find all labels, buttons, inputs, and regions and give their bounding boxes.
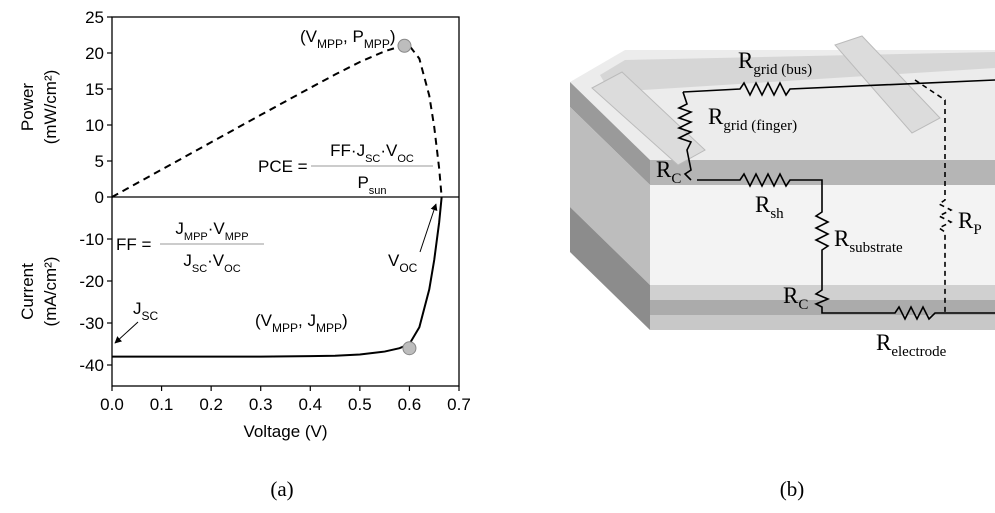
x-tick-label: 0.0: [100, 395, 124, 414]
text-part: ): [390, 27, 396, 46]
text-part: FF·J: [330, 141, 365, 160]
subscript: MPP: [364, 37, 390, 51]
x-tick-label: 0.5: [348, 395, 372, 414]
x-tick-label: 0.4: [298, 395, 322, 414]
text-part: R: [738, 48, 754, 73]
resistor-label: Relectrode: [876, 330, 947, 360]
mpp-point: [398, 39, 411, 52]
equation-denominator: JSC·VOC: [183, 251, 240, 275]
subscript: MPP: [184, 231, 208, 243]
text-part: R: [783, 283, 799, 308]
annotation: (VMPP, JMPP): [255, 311, 348, 335]
subscript: P: [973, 222, 981, 238]
text-part: R: [834, 226, 850, 251]
text-part: , P: [343, 27, 364, 46]
text-part: R: [876, 330, 892, 355]
subscript: substrate: [849, 240, 903, 256]
equation-numerator: FF·JSC·VOC: [330, 141, 414, 165]
subscript: SC: [142, 309, 159, 323]
figure: 0510152025Power(mW/cm²)(VMPP, PMPP)PCE =…: [0, 0, 995, 513]
y-tick-label: -20: [79, 272, 104, 291]
text-part: J: [175, 219, 184, 238]
y-tick-label: -30: [79, 314, 104, 333]
y-tick-label: 0: [95, 188, 104, 207]
subscript: sun: [369, 185, 387, 197]
arrow: [420, 204, 436, 252]
y-tick-label: 5: [95, 152, 104, 171]
y-tick-label: 10: [85, 116, 104, 135]
subscript: SC: [192, 263, 207, 275]
caption: (a): [270, 477, 293, 501]
subscript: C: [671, 171, 681, 187]
subscript: C: [798, 297, 808, 313]
y-axis-label: (mW/cm²): [41, 70, 60, 145]
annotation: VOC: [388, 251, 418, 275]
arrow: [115, 322, 138, 343]
text-part: V: [388, 251, 400, 270]
subscript: MPP: [225, 231, 249, 243]
x-tick-label: 0.1: [150, 395, 174, 414]
subscript: grid (bus): [753, 62, 812, 78]
text-part: R: [708, 104, 724, 129]
equation-lhs: PCE =: [258, 157, 308, 176]
subscript: MPP: [272, 321, 298, 335]
mpp-point: [403, 342, 416, 355]
subscript: SC: [365, 153, 380, 165]
subscript: sh: [770, 206, 784, 222]
y-tick-label: 25: [85, 8, 104, 27]
subscript: OC: [397, 153, 414, 165]
x-axis-label: Voltage (V): [243, 422, 327, 441]
subscript: OC: [399, 261, 417, 275]
subscript: MPP: [317, 37, 343, 51]
text-part: R: [656, 157, 672, 182]
text-part: ·V: [208, 219, 226, 238]
x-tick-label: 0.2: [199, 395, 223, 414]
y-tick-label: -10: [79, 230, 104, 249]
y-tick-label: 15: [85, 80, 104, 99]
equation-denominator: Psun: [357, 173, 386, 197]
y-axis-label: Power: [18, 83, 37, 132]
annotation: JSC: [133, 299, 159, 323]
text-part: ·V: [380, 141, 398, 160]
text-part: J: [183, 251, 192, 270]
text-part: , J: [298, 311, 316, 330]
subscript: electrode: [891, 344, 946, 360]
x-tick-label: 0.7: [447, 395, 471, 414]
text-part: J: [133, 299, 142, 318]
subscript: OC: [224, 263, 241, 275]
text-part: ): [342, 311, 348, 330]
caption: (b): [780, 477, 805, 501]
text-part: (V: [300, 27, 318, 46]
equation-numerator: JMPP·VMPP: [175, 219, 248, 243]
text-part: R: [755, 192, 771, 217]
text-part: P: [357, 173, 368, 192]
subscript: grid (finger): [723, 118, 797, 134]
subscript: MPP: [316, 321, 342, 335]
y-tick-label: 20: [85, 44, 104, 63]
text-part: (V: [255, 311, 273, 330]
x-tick-label: 0.3: [249, 395, 273, 414]
equation-lhs: FF =: [116, 235, 151, 254]
text-part: ·V: [207, 251, 225, 270]
text-part: R: [958, 208, 974, 233]
annotation: (VMPP, PMPP): [300, 27, 396, 51]
y-tick-label: -40: [79, 356, 104, 375]
y-axis-label: (mA/cm²): [41, 257, 60, 327]
y-axis-label: Current: [18, 263, 37, 320]
x-tick-label: 0.6: [398, 395, 422, 414]
